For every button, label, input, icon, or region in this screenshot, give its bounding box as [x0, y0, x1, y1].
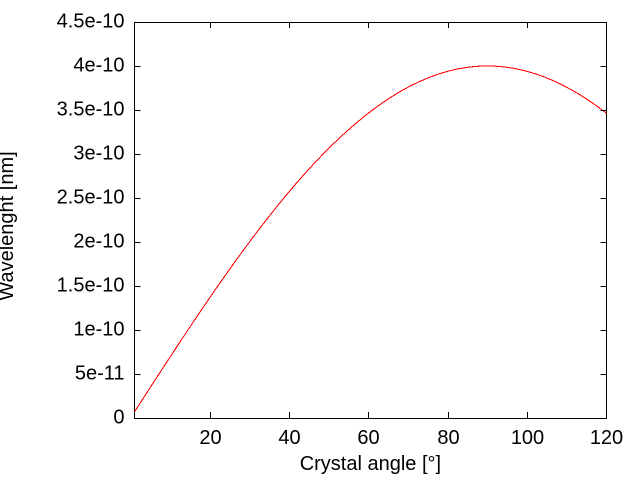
svg-text:2.5e-10: 2.5e-10	[57, 187, 125, 209]
svg-text:4e-10: 4e-10	[73, 55, 124, 77]
svg-text:120: 120	[590, 427, 623, 449]
svg-text:Wavelenght [nm]: Wavelenght [nm]	[0, 151, 18, 300]
svg-text:20: 20	[199, 427, 221, 449]
svg-text:4.5e-10: 4.5e-10	[57, 11, 125, 33]
svg-text:40: 40	[278, 427, 300, 449]
svg-text:1.5e-10: 1.5e-10	[57, 275, 125, 297]
svg-text:2e-10: 2e-10	[73, 231, 124, 253]
svg-text:100: 100	[511, 427, 544, 449]
svg-text:1e-10: 1e-10	[73, 319, 124, 341]
svg-text:3e-10: 3e-10	[73, 143, 124, 165]
svg-text:0: 0	[113, 407, 124, 429]
svg-text:5e-11: 5e-11	[75, 363, 125, 385]
svg-text:80: 80	[437, 427, 459, 449]
svg-text:Crystal angle [°]: Crystal angle [°]	[300, 453, 441, 475]
svg-text:60: 60	[357, 427, 379, 449]
svg-text:3.5e-10: 3.5e-10	[57, 99, 125, 121]
